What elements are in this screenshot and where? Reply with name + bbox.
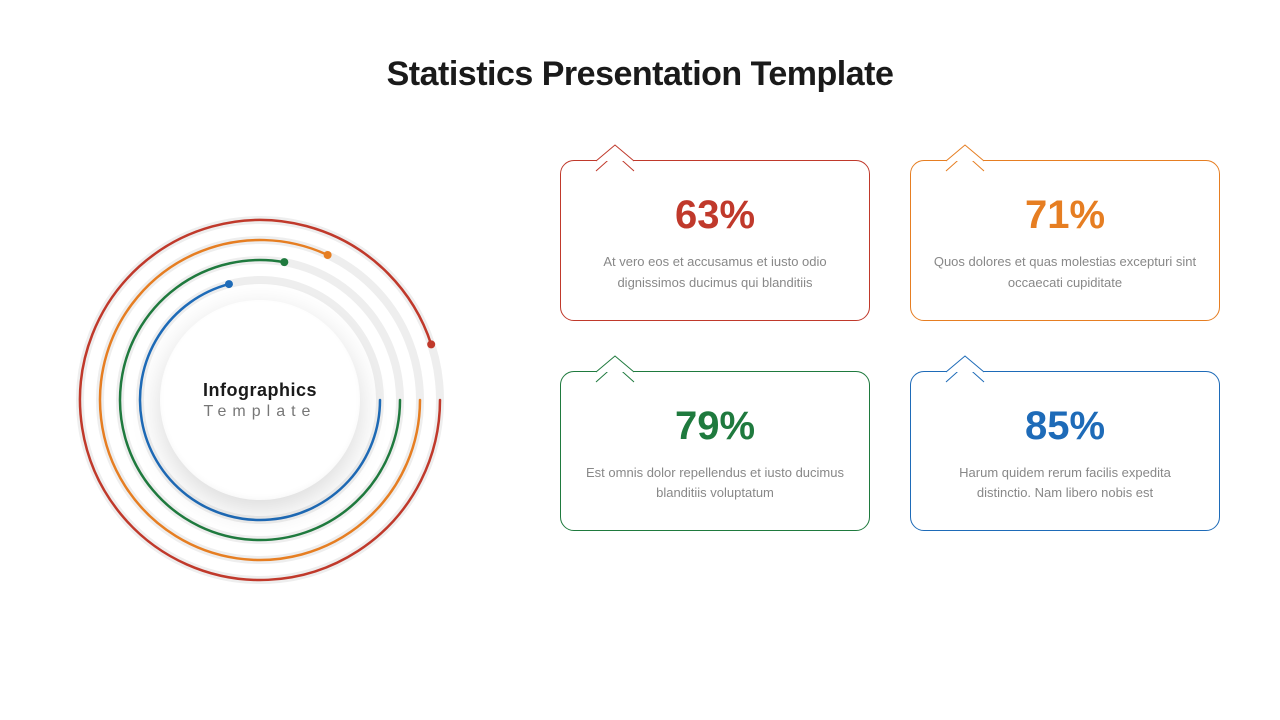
stat-card-1: 63% At vero eos et accusamus et iusto od… (560, 160, 870, 321)
center-disc: Infographics Template (160, 300, 360, 500)
page-title: Statistics Presentation Template (0, 55, 1280, 94)
radial-chart: Infographics Template (60, 200, 460, 600)
stat-card-2: 71% Quos dolores et quas molestias excep… (910, 160, 1220, 321)
stat-percentage: 85% (933, 404, 1197, 449)
chevron-icon (593, 144, 637, 174)
chevron-icon (943, 144, 987, 174)
cards-grid: 63% At vero eos et accusamus et iusto od… (560, 160, 1220, 531)
stat-card-3: 79% Est omnis dolor repellendus et iusto… (560, 371, 870, 532)
stat-percentage: 79% (583, 404, 847, 449)
center-label-1: Infographics (203, 380, 317, 401)
chevron-icon (943, 355, 987, 385)
stat-percentage: 63% (583, 193, 847, 238)
stat-description: Est omnis dolor repellendus et iusto duc… (583, 463, 847, 505)
stat-description: Harum quidem rerum facilis expedita dist… (933, 463, 1197, 505)
stat-percentage: 71% (933, 193, 1197, 238)
center-label-2: Template (204, 403, 317, 421)
stat-card-4: 85% Harum quidem rerum facilis expedita … (910, 371, 1220, 532)
chevron-icon (593, 355, 637, 385)
stat-description: Quos dolores et quas molestias excepturi… (933, 252, 1197, 294)
stat-description: At vero eos et accusamus et iusto odio d… (583, 252, 847, 294)
